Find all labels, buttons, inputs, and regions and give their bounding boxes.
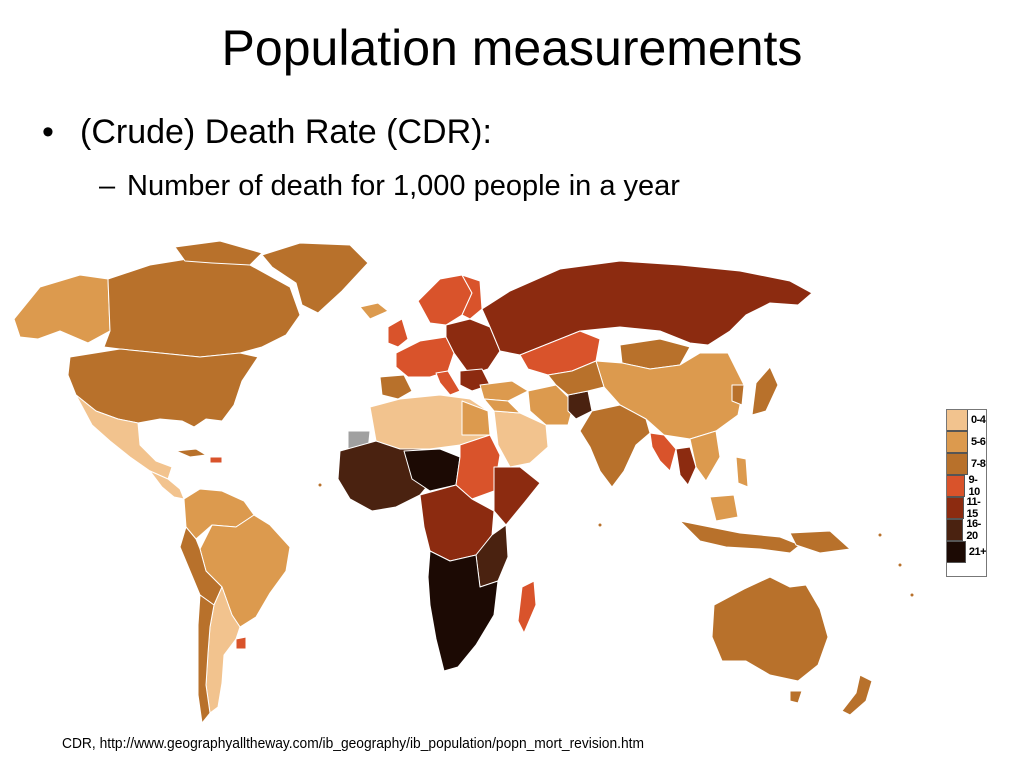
region-turkey xyxy=(479,380,529,402)
region-indochina xyxy=(689,430,721,482)
region-iceland xyxy=(359,302,389,320)
region-new-guinea xyxy=(789,530,851,554)
region-iberia xyxy=(379,374,413,400)
region-australia xyxy=(711,576,829,682)
legend-item: 9-10 xyxy=(946,474,986,498)
legend-item: 5-6 xyxy=(946,431,986,453)
region-italy xyxy=(435,370,461,396)
legend-item: 11-15 xyxy=(946,496,986,520)
region-pacific-island xyxy=(909,592,915,598)
region-chile xyxy=(197,594,215,724)
region-hispaniola xyxy=(209,456,223,464)
legend-label: 5-6 xyxy=(971,436,986,448)
region-sudan xyxy=(455,434,501,500)
region-arctic-islands xyxy=(174,240,263,266)
region-alaska xyxy=(13,274,111,344)
legend-item: 0-4 xyxy=(946,409,986,431)
legend-label: 11-15 xyxy=(966,496,981,520)
region-korea xyxy=(731,384,745,406)
legend-swatch xyxy=(946,409,968,431)
region-india xyxy=(579,404,651,488)
region-pacific-island xyxy=(877,532,883,538)
region-new-zealand xyxy=(841,674,873,716)
region-southeast-asia xyxy=(675,446,697,486)
region-uk xyxy=(387,318,409,348)
region-japan xyxy=(751,366,779,416)
region-afghanistan xyxy=(567,390,593,420)
legend-label: 16-20 xyxy=(966,518,981,542)
slide-title: Population measurements xyxy=(221,20,803,76)
bullet-level1-text: (Crude) Death Rate (CDR): xyxy=(80,113,492,151)
legend-swatch xyxy=(946,453,968,475)
region-southern-africa xyxy=(427,550,499,672)
region-canada xyxy=(103,256,301,358)
region-central-asia xyxy=(547,360,605,396)
region-horn-of-africa xyxy=(493,466,541,526)
region-atlantic-island xyxy=(317,482,323,488)
bullet-level2: – Number of death for 1,000 people in a y… xyxy=(99,168,680,204)
legend-label: 7-8 xyxy=(971,458,986,470)
legend-swatch xyxy=(946,475,966,497)
region-mexico xyxy=(75,394,173,480)
region-greenland xyxy=(261,242,369,314)
legend-item: 7-8 xyxy=(946,453,986,475)
region-bangladesh-myanmar xyxy=(649,432,677,472)
legend-swatch xyxy=(946,497,964,519)
legend-label: 0-4 xyxy=(971,414,986,426)
source-citation: CDR, http://www.geographyalltheway.com/i… xyxy=(62,735,644,752)
legend-item: 16-20 xyxy=(946,518,986,542)
legend-item: 21+ xyxy=(946,541,987,563)
bullet-level1: • (Crude) Death Rate (CDR): xyxy=(42,112,492,152)
legend-label: 9-10 xyxy=(968,474,980,498)
region-uruguay xyxy=(235,636,247,650)
legend-swatch xyxy=(946,541,966,563)
region-arabia xyxy=(493,410,549,468)
region-philippines xyxy=(735,456,749,488)
legend-label: 21+ xyxy=(968,546,987,558)
bullet-marker: • xyxy=(42,113,54,151)
region-levant xyxy=(483,398,521,414)
sub-bullet-marker: – xyxy=(99,170,116,202)
region-indonesia xyxy=(679,520,801,554)
map-legend: 0-4 5-6 7-8 9-10 11-15 16-20 21+ xyxy=(946,409,987,577)
legend-swatch xyxy=(946,519,964,541)
region-madagascar xyxy=(517,580,537,634)
region-borneo xyxy=(709,494,739,522)
region-tasmania xyxy=(789,690,803,704)
region-eastern-europe xyxy=(445,318,501,376)
bullet-level2-text: Number of death for 1,000 people in a ye… xyxy=(127,170,680,202)
region-scandinavia xyxy=(417,274,473,326)
legend-swatch xyxy=(946,431,968,453)
region-caribbean xyxy=(175,448,207,458)
region-indian-ocean-island xyxy=(597,522,603,528)
world-death-rate-map xyxy=(13,240,915,724)
region-pacific-island xyxy=(897,562,903,568)
region-egypt xyxy=(461,400,491,436)
